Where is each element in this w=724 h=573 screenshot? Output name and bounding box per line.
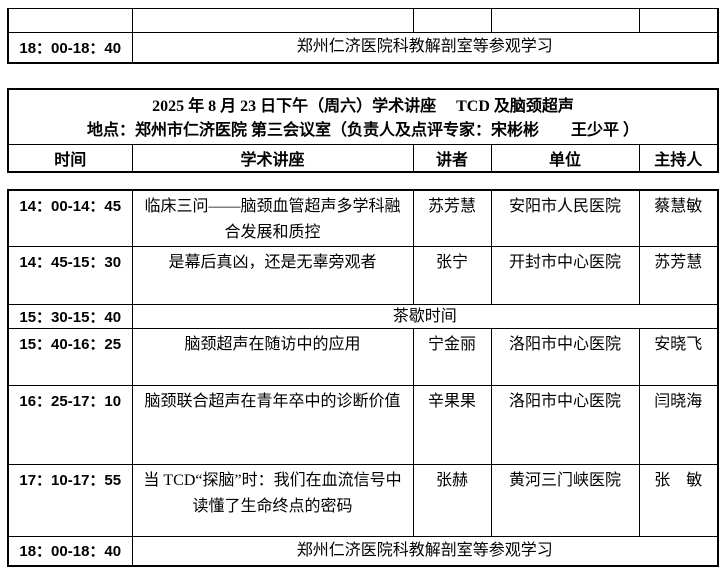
time-cell: 18：00-18：40 xyxy=(7,32,133,63)
unit-cell: 安阳市人民医院 xyxy=(490,189,640,247)
empty-cell xyxy=(412,8,492,33)
speaker-cell: 辛果果 xyxy=(412,385,492,465)
topic-cell: 是幕后真凶，还是无辜旁观者 xyxy=(131,246,414,305)
schedule-row: 16：25-17：10 脑颈联合超声在青年卒中的诊断价值 辛果果 洛阳市中心医院… xyxy=(7,385,719,465)
speaker-cell: 苏芳慧 xyxy=(412,189,492,247)
unit-cell: 黄河三门峡医院 xyxy=(490,464,640,537)
previous-schedule-table: 18：00-18：40 郑州仁济医院科教解剖室等参观学习 xyxy=(7,8,719,64)
speaker-cell: 宁金丽 xyxy=(412,328,492,386)
empty-cell xyxy=(490,8,640,33)
speaker-cell: 张赫 xyxy=(412,464,492,537)
topic-cell: 脑颈超声在随访中的应用 xyxy=(131,328,414,386)
schedule-table: 14：00-14：45 临床三问——脑颈血管超声多学科融合发展和质控 苏芳慧 安… xyxy=(7,189,719,567)
time-cell: 15：30-15：40 xyxy=(7,304,133,329)
time-cell: 14：45-15：30 xyxy=(7,246,133,305)
table-row xyxy=(7,8,719,33)
topic-cell: 脑颈联合超声在青年卒中的诊断价值 xyxy=(131,385,414,465)
host-cell: 闫晓海 xyxy=(638,385,719,465)
host-cell: 安晓飞 xyxy=(638,328,719,386)
unit-cell: 洛阳市中心医院 xyxy=(490,385,640,465)
table-row: 2025 年 8 月 23 日下午（周六）学术讲座 TCD 及脑颈超声 地点：郑… xyxy=(7,88,719,145)
session-location: 地点：郑州市仁济医院 第三会议室（负责人及点评专家：宋彬彬 王少平 ） xyxy=(86,122,639,139)
merged-activity-cell: 茶歇时间 xyxy=(131,304,719,329)
unit-cell: 洛阳市中心医院 xyxy=(490,328,640,386)
host-cell: 蔡慧敏 xyxy=(638,189,719,247)
empty-cell xyxy=(131,8,414,33)
schedule-row: 17：10-17：55 当 TCD“探脑”时：我们在血流信号中读懂了生命终点的密… xyxy=(7,464,719,537)
time-cell: 14：00-14：45 xyxy=(7,189,133,247)
schedule-row: 15：40-16：25 脑颈超声在随访中的应用 宁金丽 洛阳市中心医院 安晓飞 xyxy=(7,328,719,386)
empty-cell xyxy=(7,8,133,33)
column-header-row: 时间 学术讲座 讲者 单位 主持人 xyxy=(7,144,719,173)
time-cell: 18：00-18：40 xyxy=(7,536,133,566)
session-header-table: 2025 年 8 月 23 日下午（周六）学术讲座 TCD 及脑颈超声 地点：郑… xyxy=(7,88,719,173)
time-cell: 15：40-16：25 xyxy=(7,328,133,386)
schedule-row: 14：00-14：45 临床三问——脑颈血管超声多学科融合发展和质控 苏芳慧 安… xyxy=(7,189,719,247)
merged-activity-cell: 郑州仁济医院科教解剖室等参观学习 xyxy=(131,32,719,63)
schedule-row: 14：45-15：30 是幕后真凶，还是无辜旁观者 张宁 开封市中心医院 苏芳慧 xyxy=(7,246,719,305)
speaker-cell: 张宁 xyxy=(412,246,492,305)
empty-cell xyxy=(638,8,719,33)
schedule-row: 15：30-15：40 茶歇时间 xyxy=(7,304,719,329)
merged-activity-cell: 郑州仁济医院科教解剖室等参观学习 xyxy=(131,536,719,566)
host-cell: 张 敏 xyxy=(638,464,719,537)
topic-cell: 当 TCD“探脑”时：我们在血流信号中读懂了生命终点的密码 xyxy=(131,464,414,537)
column-header-lecture: 学术讲座 xyxy=(131,144,414,173)
session-title-cell: 2025 年 8 月 23 日下午（周六）学术讲座 TCD 及脑颈超声 地点：郑… xyxy=(7,88,719,145)
column-header-unit: 单位 xyxy=(490,144,640,173)
table-row: 18：00-18：40 郑州仁济医院科教解剖室等参观学习 xyxy=(7,32,719,63)
unit-cell: 开封市中心医院 xyxy=(490,246,640,305)
column-header-host: 主持人 xyxy=(638,144,719,173)
schedule-row: 18：00-18：40 郑州仁济医院科教解剖室等参观学习 xyxy=(7,536,719,566)
time-cell: 16：25-17：10 xyxy=(7,385,133,465)
time-cell: 17：10-17：55 xyxy=(7,464,133,537)
column-header-speaker: 讲者 xyxy=(412,144,492,173)
session-title: 2025 年 8 月 23 日下午（周六）学术讲座 TCD 及脑颈超声 xyxy=(152,98,574,115)
column-header-time: 时间 xyxy=(7,144,133,173)
host-cell: 苏芳慧 xyxy=(638,246,719,305)
topic-cell: 临床三问——脑颈血管超声多学科融合发展和质控 xyxy=(131,189,414,247)
